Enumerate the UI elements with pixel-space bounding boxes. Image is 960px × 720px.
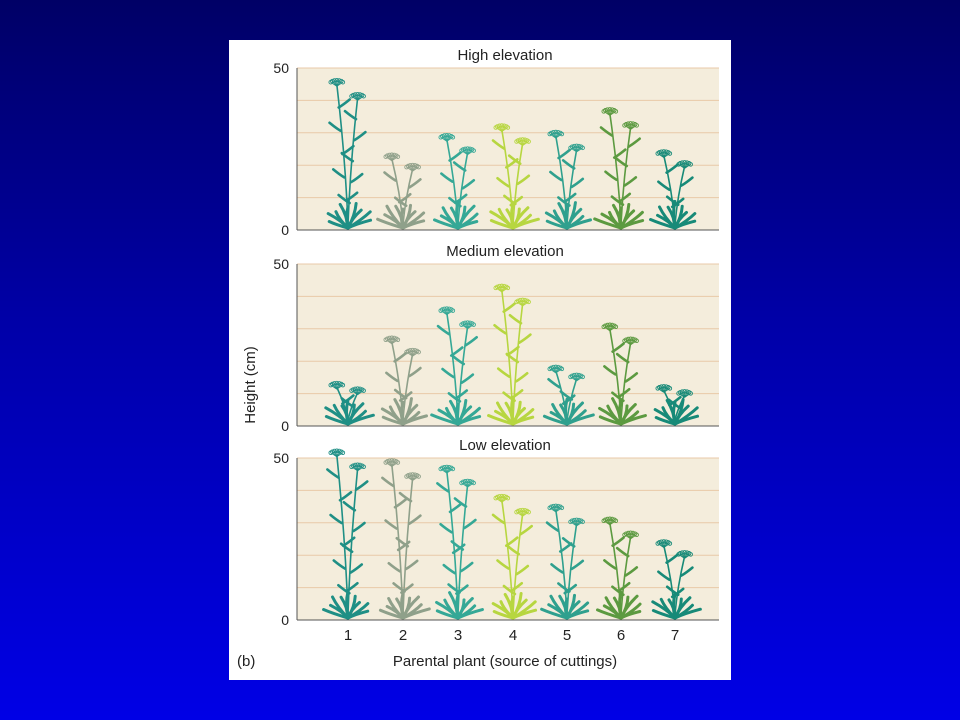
y-tick-label: 50 [273, 450, 289, 466]
x-tick-label: 6 [617, 627, 625, 644]
panel-2: Medium elevation 0 50 [273, 243, 719, 434]
x-tick-label: 5 [563, 627, 571, 644]
plant-2 [380, 335, 428, 426]
plant-6 [598, 322, 647, 426]
plant-5 [542, 364, 595, 426]
plant-1 [324, 380, 375, 426]
figure-canvas: Height (cm) Parental plant (source of cu… [237, 47, 719, 670]
x-tick-label: 2 [399, 627, 407, 644]
x-tick-label: 4 [509, 627, 517, 644]
x-tick-label: 3 [454, 627, 462, 644]
plant-1 [326, 77, 373, 230]
y-tick-label: 0 [281, 612, 289, 628]
y-tick-label: 0 [281, 222, 289, 238]
panel-1: High elevation 0 50 [273, 47, 719, 238]
x-tick-label: 1 [344, 627, 352, 644]
plant-6 [593, 107, 645, 230]
plant-1 [322, 448, 370, 620]
figure: Height (cm) Parental plant (source of cu… [229, 40, 731, 680]
y-axis-label: Height (cm) [242, 346, 259, 424]
panel-title: Medium elevation [446, 243, 564, 260]
plant-4 [487, 283, 535, 426]
plant-7 [649, 149, 697, 230]
panel-background [297, 458, 719, 620]
x-tick-label: 7 [671, 627, 679, 644]
x-axis-label: Parental plant (source of cuttings) [393, 653, 617, 670]
panel-letter: (b) [237, 653, 255, 670]
plant-6 [596, 516, 642, 620]
panel-title: High elevation [457, 47, 552, 64]
plant-2 [378, 458, 431, 620]
plant-5 [544, 129, 592, 230]
panel-3: Low elevation 0 50 [273, 437, 719, 628]
y-tick-label: 50 [273, 256, 289, 272]
panel-background [297, 68, 719, 230]
panel-title: Low elevation [459, 437, 551, 454]
plant-3 [435, 464, 484, 620]
plant-5 [540, 503, 590, 620]
y-tick-label: 0 [281, 418, 289, 434]
plant-2 [376, 152, 426, 230]
plant-4 [489, 123, 540, 230]
plant-4 [491, 493, 538, 620]
plant-7 [651, 539, 702, 620]
y-tick-label: 50 [273, 60, 289, 76]
plant-3 [430, 306, 482, 426]
plant-7 [653, 384, 700, 426]
plant-3 [433, 133, 479, 230]
